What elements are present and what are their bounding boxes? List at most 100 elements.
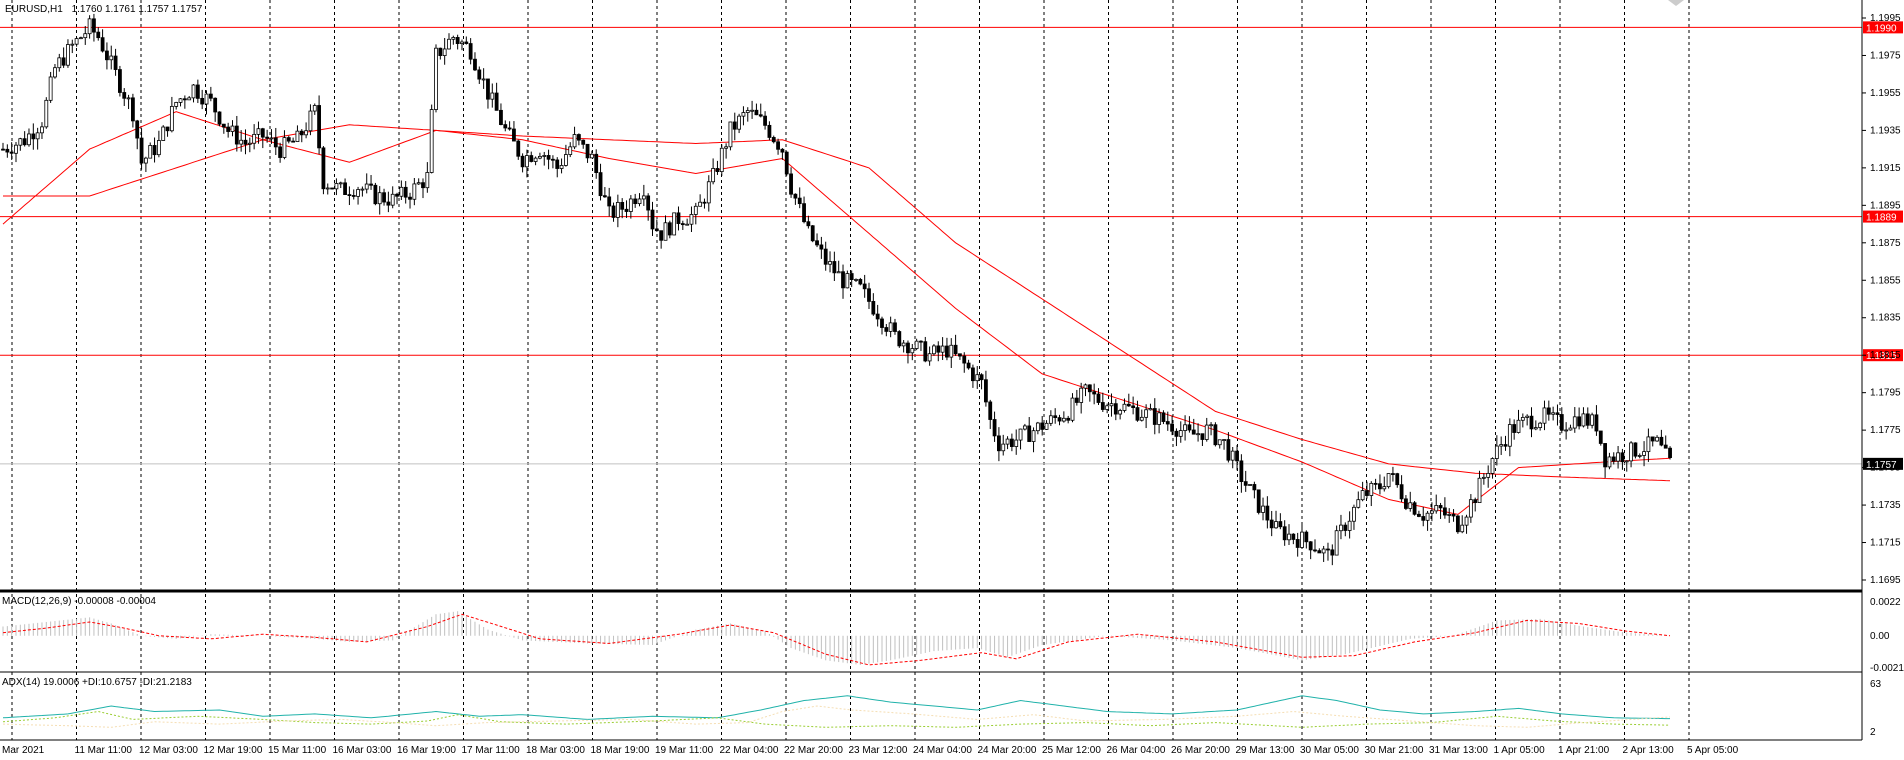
- candle: [1395, 472, 1400, 488]
- current-price-label: 1.1757: [1866, 460, 1897, 471]
- candle: [260, 127, 265, 149]
- candle: [1044, 420, 1049, 430]
- candle: [1200, 433, 1205, 447]
- candle: [1577, 407, 1582, 430]
- candle: [1105, 403, 1110, 414]
- candle: [823, 241, 828, 271]
- candle: [919, 340, 923, 351]
- candle: [1551, 406, 1556, 421]
- price-tick-label: 1.1715: [1870, 538, 1901, 549]
- candle: [1265, 496, 1270, 529]
- candle: [598, 163, 603, 201]
- candle: [780, 148, 785, 160]
- candle: [1607, 452, 1612, 470]
- adx-series-line: [2, 705, 1671, 728]
- candle: [1096, 388, 1101, 406]
- candle: [607, 187, 612, 217]
- candle: [1399, 475, 1404, 503]
- candle: [1520, 413, 1525, 428]
- candle: [135, 119, 140, 150]
- price-tick-label: 1.1975: [1870, 50, 1901, 61]
- candle: [1261, 497, 1265, 521]
- candle: [299, 129, 304, 143]
- candle: [1222, 439, 1226, 450]
- candle: [1486, 465, 1491, 488]
- candle: [265, 129, 270, 143]
- candle: [1256, 489, 1261, 515]
- time-tick-label: 19 Mar 11:00: [655, 745, 714, 756]
- candle: [351, 189, 356, 200]
- vertical-grid-lines: [11, 0, 1690, 740]
- macd-tick-label: 0.0022: [1870, 597, 1901, 608]
- chart-shift-icon[interactable]: [1668, 0, 1684, 6]
- time-tick-label: 22 Mar 20:00: [784, 745, 843, 756]
- time-tick-label: 18 Mar 03:00: [526, 745, 585, 756]
- candle: [940, 337, 945, 360]
- candle: [247, 137, 252, 153]
- price-candles: [1, 13, 1672, 566]
- candle: [555, 157, 560, 178]
- candle: [507, 121, 512, 131]
- candle: [243, 129, 248, 155]
- candle: [672, 212, 677, 236]
- candle: [858, 277, 863, 286]
- candle: [1100, 392, 1105, 413]
- candle: [633, 193, 638, 208]
- candle: [1529, 407, 1534, 438]
- candle: [1386, 473, 1391, 489]
- candle: [997, 427, 1001, 462]
- candle: [1559, 407, 1564, 434]
- time-tick-label: 5 Apr 05:00: [1687, 745, 1739, 756]
- candle: [1161, 410, 1166, 425]
- candle: [113, 48, 118, 76]
- candle: [1178, 421, 1183, 443]
- candle: [434, 44, 438, 113]
- candle: [1170, 415, 1174, 436]
- candle: [468, 38, 473, 65]
- candle: [568, 142, 573, 158]
- candle: [841, 264, 845, 299]
- candle: [105, 42, 109, 70]
- candle: [356, 186, 360, 205]
- candle: [1061, 411, 1066, 423]
- candle: [945, 337, 949, 361]
- candle: [1564, 422, 1569, 440]
- candle: [447, 33, 451, 50]
- candle: [395, 192, 399, 205]
- candle: [1425, 510, 1430, 531]
- time-tick-label: 29 Mar 13:00: [1236, 745, 1295, 756]
- time-tick-label: 18 Mar 19:00: [591, 745, 650, 756]
- candle: [40, 122, 44, 140]
- candle: [1339, 514, 1343, 540]
- candle: [1412, 500, 1417, 516]
- candle: [317, 95, 321, 155]
- candle: [1135, 400, 1140, 422]
- candle: [564, 144, 568, 167]
- candle: [1637, 453, 1642, 459]
- candle: [828, 251, 832, 273]
- level-price-label: 1.1889: [1866, 213, 1897, 224]
- macd-indicator: 0.0022 0.00 -0.0021: [2, 597, 1904, 674]
- candle: [1378, 474, 1382, 495]
- candle: [1040, 416, 1045, 436]
- candle: [559, 158, 564, 174]
- adx-title: ADX(14) 19.0006 +DI:10.6757 -DI:21.2183: [2, 677, 192, 688]
- adx-indicator: 63 2: [2, 679, 1882, 738]
- candle: [221, 123, 226, 134]
- candle: [1113, 398, 1118, 421]
- time-tick-label: 1 Apr 21:00: [1558, 745, 1610, 756]
- time-tick-label: 2 Apr 13:00: [1623, 745, 1675, 756]
- candle: [741, 106, 746, 126]
- candle: [1633, 442, 1638, 459]
- candle: [763, 111, 767, 130]
- candle: [1417, 510, 1421, 518]
- candle: [455, 34, 460, 50]
- candle: [793, 193, 798, 205]
- candle: [70, 39, 75, 54]
- candle: [789, 167, 793, 198]
- candle: [1668, 446, 1672, 460]
- candle: [178, 98, 183, 107]
- candle: [1087, 384, 1092, 402]
- candle: [1048, 410, 1053, 427]
